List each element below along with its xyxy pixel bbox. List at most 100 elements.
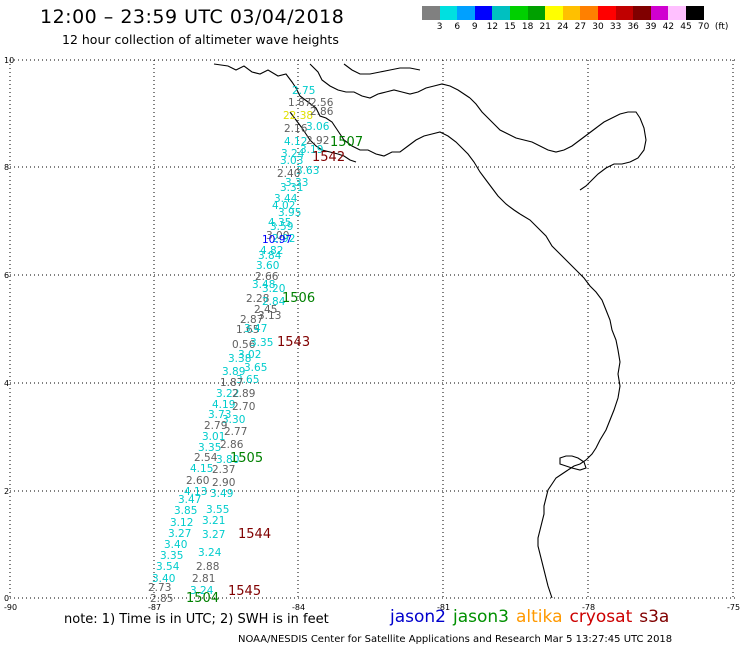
wave-height-value: 4.15 — [190, 463, 213, 475]
wave-height-value: 2.37 — [212, 464, 235, 476]
wave-height-value: 3.03 — [280, 155, 303, 167]
pass-number-label: 1505 — [230, 451, 263, 466]
wave-height-value: 2.84 — [262, 296, 286, 308]
legend-swatch — [422, 6, 440, 20]
y-tick-label: 6 — [4, 271, 9, 280]
legend-swatch — [492, 6, 510, 20]
wave-height-value: 3.27 — [168, 528, 191, 540]
legend-tick-label: 45 — [680, 22, 692, 32]
legend-swatch — [457, 6, 475, 20]
wave-height-value: 3.65 — [244, 362, 267, 374]
y-tick-label: 2 — [4, 487, 9, 496]
wave-height-value: 22.38 — [283, 110, 313, 122]
wave-height-value: 2.86 — [220, 439, 244, 451]
mission-label: s3a — [639, 607, 670, 627]
x-tick-label: -78 — [582, 603, 595, 612]
wave-height-value: 2.70 — [232, 401, 255, 413]
legend-tick-label: 15 — [504, 22, 516, 32]
wave-height-value: 3.44 — [274, 193, 298, 205]
x-tick-label: -84 — [292, 603, 305, 612]
footer-credit: NOAA/NESDIS Center for Satellite Applica… — [238, 634, 673, 645]
wave-height-value: 3.13 — [258, 310, 281, 322]
pass-number-label: 1507 — [330, 135, 363, 150]
wave-height-value: 3.73 — [208, 409, 231, 421]
mission-label: altika — [516, 607, 563, 627]
pass-number-label: 1504 — [186, 591, 219, 606]
wave-height-value: 3.06 — [306, 121, 330, 133]
wave-height-value: 2.75 — [292, 85, 315, 97]
wave-height-value: 3.38 — [228, 353, 251, 365]
legend-tick-label: 33 — [609, 22, 622, 32]
wave-height-value: 2.92 — [306, 135, 329, 147]
mission-label: jason3 — [453, 607, 509, 627]
wave-height-value: 3.21 — [202, 515, 225, 527]
legend-swatch — [527, 6, 546, 20]
pass-number-label: 1542 — [312, 150, 345, 165]
legend-tick-label: 12 — [486, 22, 499, 32]
wave-height-value: 3.65 — [236, 374, 259, 386]
wave-height-value: 3.48 — [252, 279, 275, 291]
track-values: 2.751.872.5622.382.862.163.064.122.923.2… — [148, 85, 334, 605]
pass-number-label: 1545 — [228, 584, 261, 599]
wave-height-value: 3.59 — [270, 221, 293, 233]
wave-height-value: 2.40 — [277, 168, 300, 180]
chart-title: 12:00 – 23:59 UTC 03/04/2018 — [40, 6, 345, 28]
wave-height-value: 3.60 — [256, 260, 279, 272]
legend-tick-label: 3 — [436, 22, 443, 32]
wave-height-value: 3.85 — [174, 505, 197, 517]
footer-note: note: 1) Time is in UTC; 2) SWH is in fe… — [64, 612, 329, 627]
wave-height-value: 2.66 — [255, 271, 279, 283]
wave-height-value: 2.28 — [246, 293, 269, 305]
wave-height-value: 2.54 — [194, 452, 218, 464]
mission-label: jason2 — [390, 607, 446, 627]
legend-tick-label: 30 — [592, 22, 604, 32]
wave-height-value: 3.47 — [244, 323, 267, 335]
mission-label: cryosat — [569, 607, 633, 627]
legend-swatch — [439, 6, 458, 20]
wave-height-value: 3.12 — [170, 517, 193, 529]
wave-height-value: 2.90 — [212, 477, 235, 489]
wave-height-value: 3.24 — [190, 585, 214, 597]
wave-height-value: 3.89 — [222, 366, 245, 378]
wave-height-value: 10.97 — [262, 234, 292, 246]
wave-height-value: 3.24 — [198, 547, 222, 559]
wave-height-value: 3.35 — [250, 337, 273, 349]
wave-height-value: 3.00 — [266, 230, 289, 242]
legend-unit: (ft) — [714, 22, 729, 32]
wave-height-value: 2.86 — [310, 106, 334, 118]
wave-height-value: 3.49 — [210, 488, 233, 500]
legend-swatch — [509, 6, 528, 20]
wave-height-value: 3.54 — [156, 561, 180, 573]
color-legend-ticks: 3 6 9 12 15 18 21 24 27 30 33 36 39 42 45 70 (ft) — [422, 22, 740, 34]
wave-height-value: 4.82 — [260, 245, 283, 257]
wave-height-value: 2.87 — [240, 314, 263, 326]
wave-height-value: 3.35 — [160, 550, 183, 562]
legend-tick-label: 27 — [574, 22, 587, 32]
wave-height-value: 3.35 — [198, 442, 221, 454]
legend-tick-label: 39 — [645, 22, 657, 32]
wave-height-value: 0.56 — [232, 339, 256, 351]
wave-height-value: 3.27 — [202, 529, 225, 541]
legend-swatch — [545, 6, 563, 20]
legend-tick-label: 24 — [557, 22, 569, 32]
legend-tick-label: 18 — [521, 22, 534, 32]
wave-height-value: 2.88 — [196, 561, 219, 573]
legend-tick-label: 70 — [697, 22, 710, 32]
legend-swatch — [562, 6, 581, 20]
wave-height-value: 1.65 — [236, 324, 259, 336]
wave-height-value: 2.77 — [224, 426, 247, 438]
wave-height-value: 1.87 — [288, 97, 311, 109]
wave-height-value: 2.79 — [204, 420, 227, 432]
wave-height-value: 4.12 — [284, 136, 307, 148]
mission-legend: jason2 jason3 altika cryosat s3a — [390, 607, 676, 627]
x-tick-label: -87 — [148, 603, 161, 612]
wave-height-value: 3.40 — [164, 539, 187, 551]
wave-height-value: 2.92 — [272, 233, 295, 245]
legend-swatch — [668, 6, 686, 20]
wave-height-value: 3.22 — [216, 388, 239, 400]
legend-swatch — [685, 6, 704, 20]
wave-height-value: 3.33 — [285, 177, 308, 189]
wave-height-value: 2.45 — [254, 304, 277, 316]
